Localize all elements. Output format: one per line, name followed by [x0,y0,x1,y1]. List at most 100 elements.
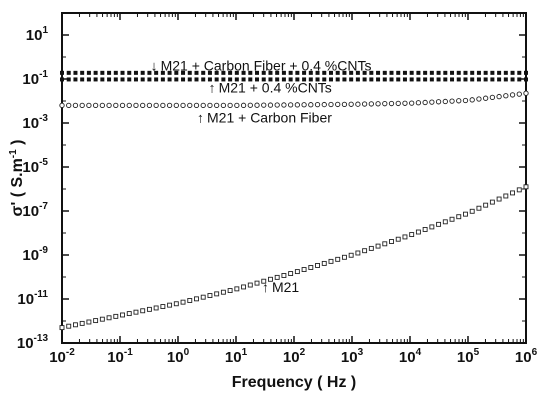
y-tick-label: 10-1 [22,69,48,88]
data-point [187,102,193,109]
data-point [241,70,246,75]
data-point [126,102,132,109]
data-point [193,102,200,109]
data-point [194,296,199,302]
annotation-arrow: ↑ [197,109,204,125]
data-point [368,245,374,251]
data-point [99,102,105,109]
annotation-arrow: ↑ [262,279,269,295]
data-point [201,77,206,82]
data-point [120,70,125,75]
data-point [342,77,347,82]
data-point [106,102,112,109]
data-point [113,70,118,75]
data-point [254,102,260,108]
data-point [456,77,461,82]
data-point [416,77,421,82]
data-point [86,319,92,325]
x-tick-label: 104 [399,347,422,366]
data-point [355,77,360,82]
data-point [302,77,307,82]
data-point [214,77,219,82]
data-point [490,77,495,82]
data-point [382,70,387,75]
data-point [301,267,307,272]
data-point [456,98,462,104]
data-point [463,77,468,82]
data-point [241,284,247,290]
data-point [524,70,528,75]
data-point [476,77,481,82]
data-point [382,101,388,107]
data-point [362,70,367,75]
annotation-4: ↑ M21 [262,279,299,295]
data-point [133,309,139,315]
data-point [308,265,314,270]
data-point [187,298,193,303]
data-point [281,102,287,108]
y-axis-title-tail: ) [9,140,26,150]
data-point [275,77,280,82]
y-tick-label: 10-5 [22,157,48,176]
data-point [517,70,522,75]
data-point [510,70,515,75]
data-point [415,229,421,235]
data-point [187,77,192,82]
data-point [322,70,327,75]
data-point [247,282,253,288]
y-tick-label: 10-9 [22,245,48,264]
data-point [449,216,455,222]
data-point [261,102,267,108]
data-point [220,289,226,295]
data-point [503,70,508,75]
data-point [382,77,387,82]
data-point [294,102,301,108]
data-point [147,70,152,75]
data-point [510,77,515,82]
data-point [66,77,71,82]
data-point [348,252,354,258]
data-point [335,70,340,75]
data-point [173,102,179,109]
data-point [503,77,508,82]
data-point [86,70,91,75]
data-point [328,77,333,82]
data-point [524,77,528,82]
data-point [429,224,435,230]
data-point [92,102,99,109]
data-point [483,95,489,101]
data-point [79,320,85,326]
data-point [268,276,273,282]
data-point [126,311,132,317]
series-2 [60,77,528,82]
annotation-1: ↓ M21 + Carbon Fiber + 0.4 %CNTs [151,58,372,74]
data-point [146,102,153,109]
data-point [443,77,448,82]
data-point [173,301,179,307]
y-tick-label: 10-3 [22,113,48,132]
data-point [516,187,522,193]
data-point [234,102,240,109]
data-point [450,70,455,75]
data-point [376,77,381,82]
data-point [247,102,253,108]
data-point [221,70,226,75]
annotation-label: M21 [272,279,299,295]
data-point [60,70,64,75]
data-point [113,313,119,319]
data-point [315,263,320,268]
data-point [510,190,516,196]
data-point [181,70,186,75]
data-point [60,77,64,82]
y-tick-label: 10-7 [22,201,48,220]
data-point [187,70,192,75]
data-point [107,70,112,75]
data-point [274,102,280,108]
y-tick-label: 10-11 [17,289,48,308]
y-axis-title-main: σ' ( S.m [9,158,26,216]
data-point [496,93,502,100]
data-point [106,315,112,321]
data-point [361,101,368,107]
data-point [389,77,394,82]
data-point [167,70,172,75]
